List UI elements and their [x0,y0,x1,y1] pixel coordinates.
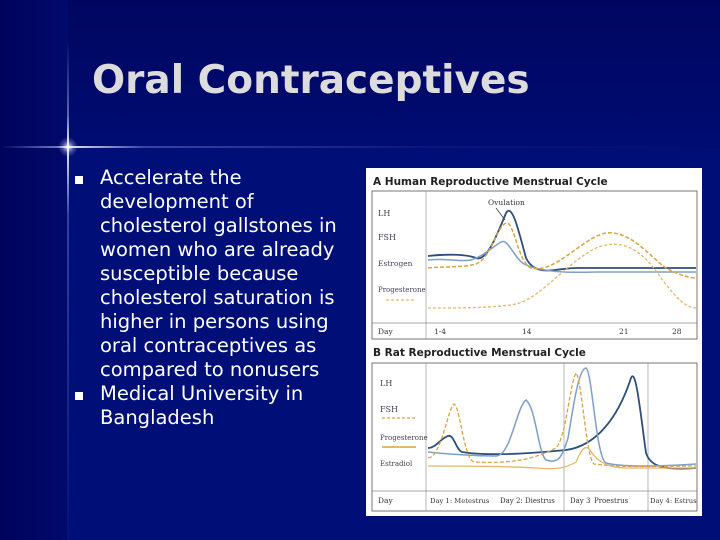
panel-b-tick-2: Day 2: Diestrus [500,497,555,505]
reproductive-cycle-figure: A Human Reproductive Menstrual Cycle LH … [366,168,702,516]
square-bullet-icon [75,176,83,184]
panel-b-label-progesterone: Progesterone [380,434,428,442]
panel-b-progesterone-curve [427,447,696,470]
panel-a-progesterone-curve [427,243,697,309]
panel-b-estradiol-curve [427,367,697,467]
bullet-list: Accelerate the development of cholestero… [72,166,352,430]
panel-b-label-lh: LH [380,379,392,388]
panel-b-fsh-curve [427,371,697,468]
panel-a-label-lh: LH [378,209,390,218]
panel-b-lh-curve [427,375,697,470]
light-flare-glow [58,137,78,157]
panel-a-title: A Human Reproductive Menstrual Cycle [373,176,608,188]
panel-a-tick-3: 21 [619,327,629,336]
bullet-item: Medical University in Bangladesh [72,382,352,430]
light-flare-vertical [67,40,69,540]
panel-b-tick-5: Day 4: Estrus [650,497,697,505]
panel-b-day-label: Day [378,496,393,505]
background-top [0,0,720,148]
panel-a-label-estrogen: Estrogen [378,259,413,268]
panel-a-estrogen-curve [427,222,697,279]
panel-b-label-estradiol: Estradiol [380,460,413,468]
panel-b-tick-3: Day 3 [570,497,590,505]
panel-a-frame [371,190,698,340]
panel-b-label-fsh: FSH [380,405,398,414]
bullet-text: Accelerate the development of cholestero… [100,166,337,381]
panel-a-label-fsh: FSH [378,233,396,242]
bullet-item: Accelerate the development of cholestero… [72,166,352,382]
square-bullet-icon [75,392,83,400]
panel-b-tick-4: Proestrus [594,497,629,505]
panel-a-label-progesterone: Progesterone [378,286,426,294]
slide-title: Oral Contraceptives [92,58,530,103]
bullet-text: Medical University in Bangladesh [100,382,304,429]
panel-a-day-label: Day [378,327,393,336]
panel-a-tick-1: 1-4 [434,327,446,336]
light-flare-horizontal [0,146,720,148]
panel-a-tick-2: 14 [522,327,532,336]
panel-b-frame [371,362,698,512]
panel-b-title: B Rat Reproductive Menstrual Cycle [373,347,586,359]
background-left [0,0,68,540]
ovulation-annotation: Ovulation [488,198,525,207]
panel-a-lh-curve [427,210,696,272]
panel-a-fsh-curve [427,240,696,274]
panel-b-tick-1: Day 1: Metestrus [430,497,490,505]
panel-a-tick-4: 28 [672,327,682,336]
figure-svg: A Human Reproductive Menstrual Cycle LH … [371,176,698,512]
